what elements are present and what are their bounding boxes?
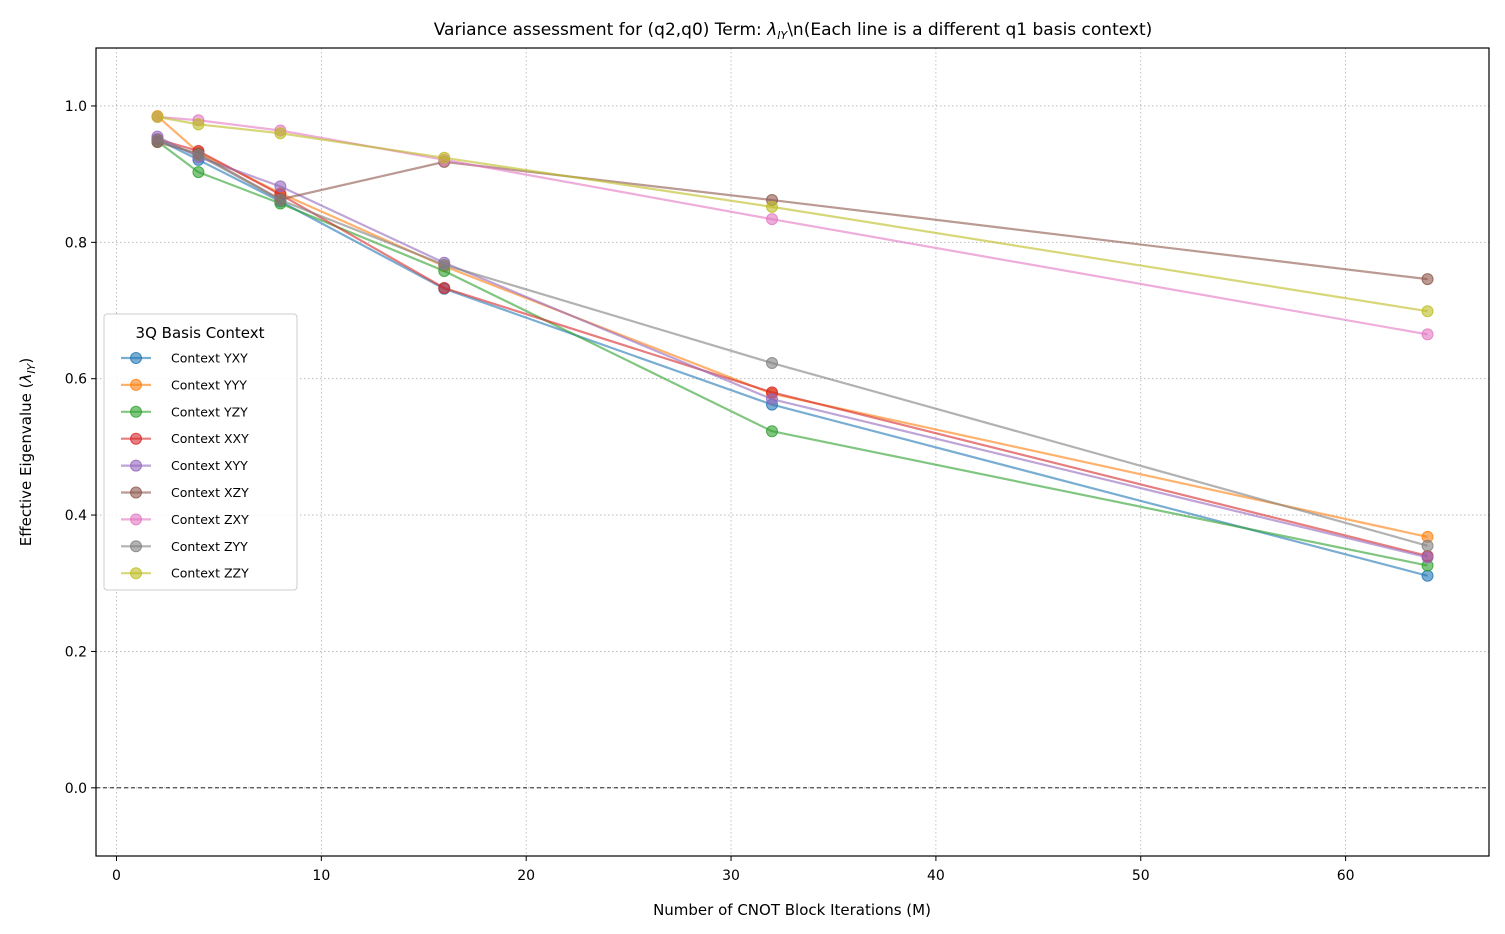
data-point-0-5 xyxy=(1421,569,1434,582)
data-point-2-1 xyxy=(192,166,205,179)
legend-marker-7 xyxy=(130,540,142,553)
legend-entry-2: Context YZY xyxy=(121,404,248,419)
legend-marker-0 xyxy=(130,352,142,364)
y-tick-label-4: 0.8 xyxy=(65,235,87,251)
x-tick-label-1: 10 xyxy=(312,868,330,884)
x-axis-label: Number of CNOT Block Iterations (M) xyxy=(653,901,931,919)
data-point-8-4 xyxy=(766,200,779,213)
chart-title: Variance assessment for (q2,q0) Term: λI… xyxy=(434,20,1153,42)
data-point-3-3 xyxy=(438,282,451,295)
legend-marker-8 xyxy=(130,567,142,580)
legend-marker-3 xyxy=(130,432,142,445)
y-axis: 0.0 0.2 0.4 0.6 0.8 1.0 xyxy=(65,99,96,797)
series-7 xyxy=(151,134,1434,552)
data-point-4-4 xyxy=(766,393,779,406)
data-point-8-5 xyxy=(1421,305,1434,318)
x-tick-label-3: 30 xyxy=(722,868,740,884)
y-tick-label-0: 0.0 xyxy=(65,781,87,797)
series-8 xyxy=(151,110,1434,318)
y-axis-label: Effective Eigenvalue (λIY) xyxy=(17,358,38,546)
data-point-6-4 xyxy=(766,213,779,226)
legend-entry-1: Context YYY xyxy=(121,377,247,392)
series-line-1 xyxy=(156,115,1428,538)
legend-entry-4: Context XYY xyxy=(121,458,248,473)
data-point-6-5 xyxy=(1421,328,1434,341)
x-tick-label-2: 20 xyxy=(517,868,535,884)
legend-entry-0: Context YXY xyxy=(121,351,248,366)
legend-label-4: Context XYY xyxy=(171,458,248,473)
data-point-2-4 xyxy=(766,425,779,438)
x-axis: 0 10 20 30 40 50 60 xyxy=(112,856,1355,884)
plot-frame xyxy=(95,47,1490,857)
series-lines xyxy=(151,110,1434,582)
legend-marker-6 xyxy=(130,513,142,526)
data-point-5-5 xyxy=(1421,273,1434,286)
legend-label-8: Context ZZY xyxy=(171,566,249,581)
data-point-7-5 xyxy=(1421,539,1434,552)
legend-entry-8: Context ZZY xyxy=(121,566,249,581)
grid-lines xyxy=(96,48,1489,856)
data-point-8-1 xyxy=(192,118,205,131)
legend-label-6: Context ZXY xyxy=(171,512,249,527)
legend-box xyxy=(103,313,298,591)
legend-label-2: Context YZY xyxy=(171,404,248,419)
data-point-8-3 xyxy=(438,151,451,164)
data-point-7-2 xyxy=(274,194,287,207)
legend-entry-3: Context XXY xyxy=(121,431,249,446)
data-point-4-5 xyxy=(1421,551,1434,564)
legend-marker-2 xyxy=(130,405,142,418)
y-tick-label-5: 1.0 xyxy=(65,99,87,115)
data-point-8-0 xyxy=(151,110,164,123)
legend-entry-7: Context ZYY xyxy=(121,539,248,554)
legend-entry-6: Context ZXY xyxy=(121,512,249,527)
legend-label-3: Context XXY xyxy=(171,431,249,446)
series-line-3 xyxy=(157,138,1428,558)
legend-label-5: Context XZY xyxy=(171,485,249,500)
series-line-2 xyxy=(156,140,1428,567)
y-tick-label-3: 0.6 xyxy=(65,372,87,388)
legend-entries: Context YXY Context YYY Context YZY Context… xyxy=(121,351,249,581)
data-point-7-3 xyxy=(438,258,451,271)
data-point-4-2 xyxy=(274,180,287,193)
x-tick-label-5: 50 xyxy=(1132,868,1150,884)
x-tick-label-0: 0 xyxy=(112,868,121,884)
series-line-0 xyxy=(156,138,1428,577)
legend-marker-4 xyxy=(130,459,142,472)
series-line-8 xyxy=(157,115,1428,313)
legend-marker-1 xyxy=(130,378,142,391)
legend-label-0: Context YXY xyxy=(171,351,248,366)
legend-title: 3Q Basis Context xyxy=(136,324,265,342)
y-tick-label-1: 0.2 xyxy=(65,644,87,660)
legend-entry-5: Context XZY xyxy=(121,485,249,500)
legend-label-1: Context YYY xyxy=(171,377,247,392)
series-line-7 xyxy=(157,139,1428,547)
data-point-7-1 xyxy=(192,149,205,162)
data-point-8-2 xyxy=(274,127,287,140)
data-point-7-0 xyxy=(151,134,164,147)
data-point-7-4 xyxy=(766,357,779,370)
legend-marker-5 xyxy=(130,486,142,499)
legend-label-7: Context ZYY xyxy=(171,539,248,554)
y-tick-label-2: 0.4 xyxy=(65,508,87,524)
x-tick-label-4: 40 xyxy=(927,868,945,884)
x-tick-label-6: 60 xyxy=(1337,868,1355,884)
